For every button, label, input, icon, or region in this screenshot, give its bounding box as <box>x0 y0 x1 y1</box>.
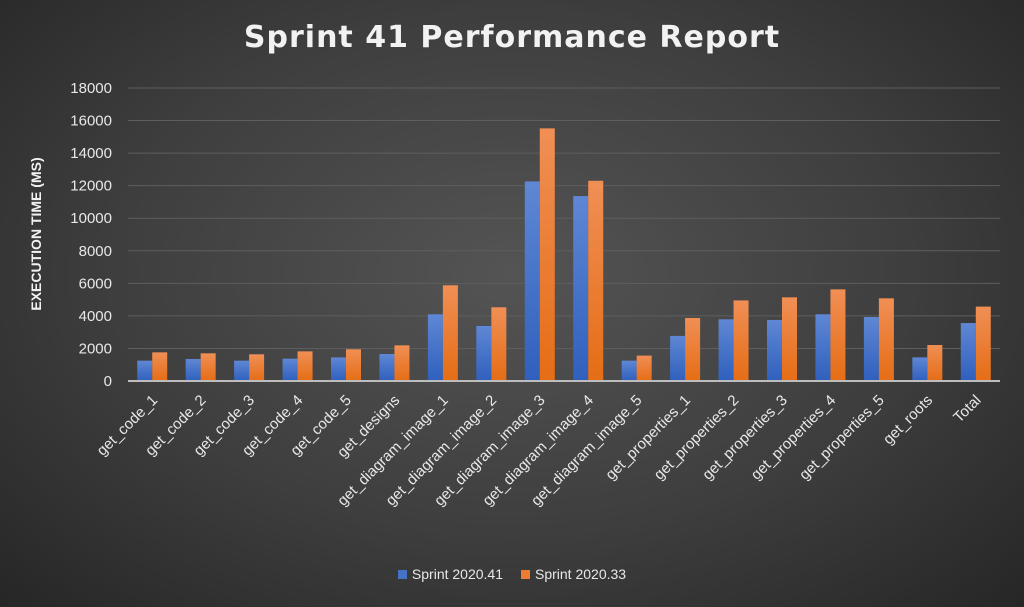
bar-sprint-2020-41[interactable] <box>185 359 201 381</box>
legend-label: Sprint 2020.41 <box>411 566 503 582</box>
x-tick-label: get_properties_3 <box>699 392 791 484</box>
y-tick-label: 18000 <box>70 80 112 97</box>
legend-item-sprint-2020-33[interactable]: Sprint 2020.33 <box>521 566 626 582</box>
bar-sprint-2020-41[interactable] <box>137 360 153 381</box>
bar-sprint-2020-41[interactable] <box>767 319 782 381</box>
bar-sprint-2020-33[interactable] <box>346 349 361 381</box>
x-tick-label: get_properties_2 <box>651 392 743 484</box>
legend-swatch <box>521 569 530 579</box>
legend-swatch <box>397 569 407 579</box>
bar-sprint-2020-41[interactable] <box>476 325 492 381</box>
bar-sprint-2020-33[interactable] <box>878 298 894 381</box>
legend-item-sprint-2020-41[interactable]: Sprint 2020.41 <box>397 566 503 582</box>
bar-sprint-2020-41[interactable] <box>331 357 346 381</box>
x-tick-label: Total <box>950 392 984 426</box>
bar-sprint-2020-41[interactable] <box>815 314 831 381</box>
bar-sprint-2020-41[interactable] <box>573 196 589 381</box>
bar-sprint-2020-33[interactable] <box>782 297 797 381</box>
bar-sprint-2020-41[interactable] <box>621 360 637 381</box>
x-tick-label: get_properties_4 <box>748 392 840 484</box>
bar-sprint-2020-41[interactable] <box>234 360 250 381</box>
bar-sprint-2020-41[interactable] <box>912 357 928 381</box>
bar-sprint-2020-33[interactable] <box>733 300 749 381</box>
bar-sprint-2020-33[interactable] <box>636 355 652 381</box>
bar-sprint-2020-33[interactable] <box>830 289 846 381</box>
y-tick-label: 14000 <box>70 145 112 162</box>
y-tick-label: 12000 <box>70 178 112 195</box>
y-tick-label: 2000 <box>79 340 112 357</box>
x-tick-label: get_roots <box>880 392 936 448</box>
bar-sprint-2020-41[interactable] <box>863 317 879 381</box>
bar-sprint-2020-33[interactable] <box>491 307 507 381</box>
chart-title: Sprint 41 Performance Report <box>243 20 781 55</box>
y-tick-label: 6000 <box>79 275 112 292</box>
bar-sprint-2020-33[interactable] <box>297 351 313 381</box>
legend-label: Sprint 2020.33 <box>535 566 627 582</box>
bar-sprint-2020-33[interactable] <box>975 306 991 381</box>
legend: Sprint 2020.41 Sprint 2020.33 <box>0 566 1024 582</box>
bar-sprint-2020-33[interactable] <box>685 318 701 381</box>
bar-sprint-2020-41[interactable] <box>427 314 443 381</box>
y-tick-label: 4000 <box>79 308 112 325</box>
bar-sprint-2020-33[interactable] <box>394 345 410 381</box>
bar-sprint-2020-33[interactable] <box>249 354 265 381</box>
bar-sprint-2020-41[interactable] <box>718 319 734 381</box>
y-tick-label: 0 <box>104 373 112 390</box>
x-tick-label: get_properties_1 <box>602 392 694 484</box>
bar-sprint-2020-41[interactable] <box>379 353 395 381</box>
x-tick-label: get_properties_5 <box>796 392 888 484</box>
y-tick-label: 8000 <box>79 243 112 260</box>
y-tick-label: 10000 <box>70 210 112 227</box>
bar-sprint-2020-41[interactable] <box>524 181 540 381</box>
bar-sprint-2020-33[interactable] <box>927 345 943 381</box>
bar-sprint-2020-41[interactable] <box>282 358 298 381</box>
bar-sprint-2020-41[interactable] <box>670 335 686 381</box>
bar-sprint-2020-41[interactable] <box>960 323 976 381</box>
y-tick-label: 16000 <box>70 113 112 130</box>
bar-sprint-2020-33[interactable] <box>152 352 168 381</box>
bar-sprint-2020-33[interactable] <box>442 285 458 381</box>
bar-sprint-2020-33[interactable] <box>588 180 604 381</box>
bar-sprint-2020-33[interactable] <box>200 353 216 381</box>
bar-sprint-2020-33[interactable] <box>539 128 555 381</box>
